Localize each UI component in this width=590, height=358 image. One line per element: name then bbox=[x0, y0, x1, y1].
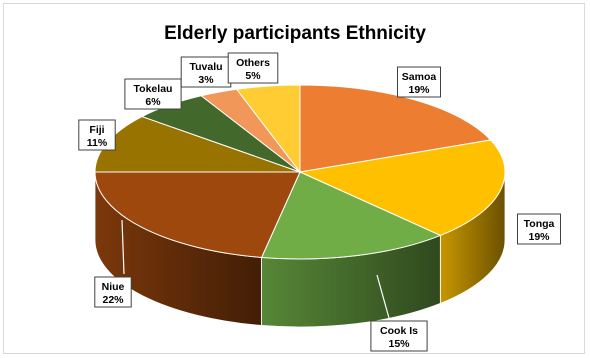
data-label-box bbox=[124, 78, 182, 110]
data-label-percent: 5% bbox=[245, 70, 261, 82]
data-label-percent: 19% bbox=[408, 84, 430, 96]
data-label-box bbox=[180, 56, 232, 88]
data-label-category: Others bbox=[236, 57, 270, 69]
data-label-percent: 3% bbox=[198, 74, 214, 86]
data-label-box bbox=[94, 276, 132, 308]
pie-slice-samoa bbox=[299, 84, 492, 173]
leader-lines bbox=[121, 182, 525, 319]
pie-slice-cook-is bbox=[260, 171, 442, 260]
pie-sides bbox=[94, 171, 506, 328]
data-label-percent: 6% bbox=[145, 96, 161, 108]
leader-line-niue bbox=[121, 219, 125, 275]
data-label-box bbox=[78, 119, 116, 151]
data-label-category: Tuvalu bbox=[189, 61, 222, 73]
leader-line-tonga bbox=[507, 182, 525, 212]
data-label-category: Cook Is bbox=[380, 325, 418, 337]
data-label-category: Samoa bbox=[402, 71, 437, 83]
pie-tops bbox=[94, 84, 506, 260]
data-label-percent: 11% bbox=[87, 137, 108, 149]
data-label-percent: 19% bbox=[528, 231, 550, 243]
data-label-category: Tokelau bbox=[134, 83, 173, 95]
data-label-box bbox=[370, 320, 428, 352]
chart-frame bbox=[3, 3, 585, 354]
leader-line-cook-is bbox=[376, 274, 390, 319]
chart-title: Elderly participants Ethnicity bbox=[164, 23, 426, 44]
data-label-category: Fiji bbox=[89, 124, 104, 136]
pie-slice-others bbox=[235, 84, 301, 174]
data-label-category: Niue bbox=[102, 281, 125, 293]
data-label-box bbox=[227, 52, 279, 84]
data-label-box bbox=[397, 66, 441, 98]
pie-slice-niue bbox=[94, 171, 301, 258]
data-label-box bbox=[517, 213, 561, 245]
data-label-percent: 22% bbox=[102, 294, 124, 306]
data-label-category: Tonga bbox=[524, 218, 555, 230]
data-label-percent: 15% bbox=[388, 338, 410, 350]
pie-slice-tonga bbox=[298, 139, 506, 236]
